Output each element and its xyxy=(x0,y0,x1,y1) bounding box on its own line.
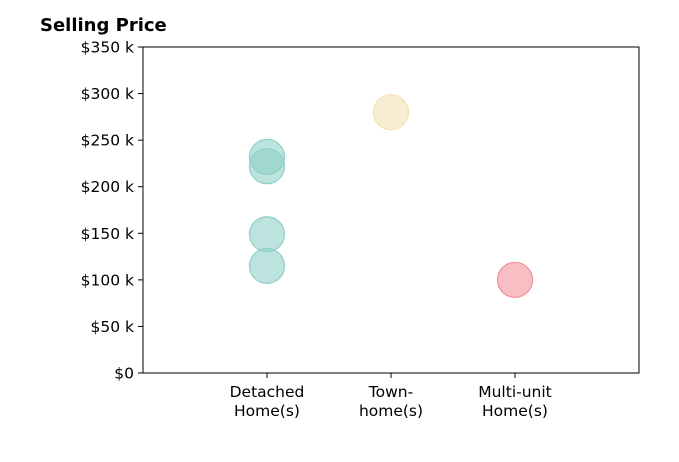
y-tick-label: $50 k xyxy=(91,318,135,336)
y-tick-label: $300 k xyxy=(81,85,134,103)
x-tick-label-line: home(s) xyxy=(359,402,423,420)
y-tick-label: $100 k xyxy=(81,271,134,289)
y-tick-label: $350 k xyxy=(81,39,134,57)
data-point xyxy=(248,216,286,253)
x-tick-label-line: Town- xyxy=(368,383,413,401)
y-axis: $0 $50 k $100 k $150 k $200 k $250 k $300 k $35… xyxy=(81,39,143,383)
y-tick-label: $200 k xyxy=(81,178,134,196)
x-tick-label-line: Home(s) xyxy=(234,402,300,420)
data-point xyxy=(372,94,410,131)
x-tick-label: Detached Home(s) xyxy=(230,383,305,420)
x-tick-label: Town-home(s) xyxy=(359,383,423,420)
chart-title: Selling Price xyxy=(40,15,167,36)
x-axis: Detached Home(s)Town-home(s)Multi-unit Hom… xyxy=(230,373,552,420)
points-layer xyxy=(248,94,534,298)
x-tick-label-line: Multi-unit xyxy=(478,383,552,401)
data-point xyxy=(496,261,534,298)
x-tick-label: Multi-unit Home(s) xyxy=(478,383,552,420)
x-tick-label-line: Home(s) xyxy=(482,402,548,420)
x-tick-label-line: Detached xyxy=(230,383,305,401)
data-point xyxy=(248,148,286,185)
y-tick-label: $250 k xyxy=(81,132,134,150)
y-tick-label: $0 xyxy=(114,365,134,383)
data-point xyxy=(248,247,286,284)
y-tick-label: $150 k xyxy=(81,225,134,243)
